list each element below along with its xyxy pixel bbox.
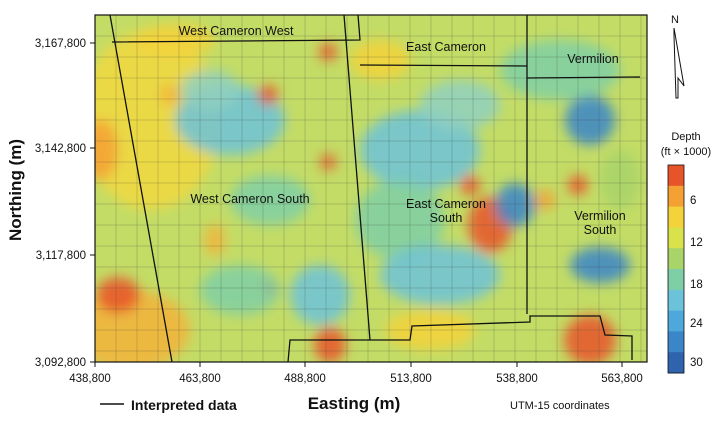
north-arrow-icon bbox=[673, 27, 685, 99]
colorbar-swatch bbox=[668, 310, 684, 332]
x-tick-label: 488,800 bbox=[284, 373, 326, 385]
colorbar-tick-label: 24 bbox=[690, 318, 703, 330]
area-label-west-cameron-south: West Cameron South bbox=[190, 192, 309, 206]
x-tick-label: 538,800 bbox=[496, 373, 538, 385]
y-axis: 3,167,800 3,142,800 3,117,800 3,092,800 … bbox=[6, 38, 95, 369]
y-tick-label: 3,092,800 bbox=[35, 357, 86, 369]
y-tick-label: 3,117,800 bbox=[36, 250, 86, 262]
x-axis: 438,800 463,800 488,800 513,800 538,800 … bbox=[69, 362, 643, 413]
colorbar-tick-label: 30 bbox=[690, 357, 703, 369]
north-arrow: N bbox=[671, 14, 685, 99]
x-tick-label: 513,800 bbox=[390, 373, 432, 385]
lease-block-grid bbox=[95, 15, 647, 362]
colorbar-title-line1: Depth bbox=[671, 131, 700, 143]
area-label-vermilion: Vermilion bbox=[567, 52, 618, 66]
x-axis-title: Easting (m) bbox=[308, 394, 401, 413]
colorbar-swatch bbox=[668, 248, 684, 270]
area-labels: West Cameron West East Cameron Vermilion… bbox=[179, 24, 626, 237]
colorbar-tick-label: 12 bbox=[690, 237, 703, 249]
area-label-west-cameron-west: West Cameron West bbox=[179, 24, 294, 38]
colorbar-swatch bbox=[668, 165, 684, 187]
area-label-east-cameron-south-line1: East Cameron bbox=[406, 197, 486, 211]
north-arrow-label: N bbox=[671, 14, 679, 26]
colorbar-tick-label: 6 bbox=[690, 195, 696, 207]
colorbar-swatch bbox=[668, 227, 684, 249]
colorbar-swatch bbox=[668, 206, 684, 228]
x-tick-label: 563,800 bbox=[601, 373, 643, 385]
y-tick-label: 3,142,800 bbox=[35, 143, 86, 155]
interpreted-area-boundaries bbox=[109, 15, 641, 362]
colorbar-swatch bbox=[668, 289, 684, 312]
colorbar-swatches bbox=[668, 165, 684, 374]
colorbar-swatch bbox=[668, 352, 684, 374]
legend: Interpreted data bbox=[100, 397, 237, 413]
area-label-vermilion-south-line1: Vermilion bbox=[574, 209, 625, 223]
x-tick-marks bbox=[94, 362, 623, 367]
crs-note: UTM-15 coordinates bbox=[510, 400, 610, 412]
colorbar-swatch bbox=[668, 269, 684, 291]
y-axis-title: Northing (m) bbox=[6, 139, 25, 241]
colorbar-title-line2: (ft × 1000) bbox=[661, 146, 711, 158]
y-tick-label: 3,167,800 bbox=[35, 38, 86, 50]
map-frame bbox=[94, 14, 648, 363]
depth-colorbar: Depth (ft × 1000) 6 12 18 24 30 bbox=[661, 131, 711, 374]
depth-map-panel bbox=[94, 14, 648, 363]
colorbar-frame bbox=[667, 164, 685, 374]
area-label-east-cameron: East Cameron bbox=[406, 40, 486, 54]
colorbar-tick-label: 18 bbox=[690, 279, 703, 291]
legend-label: Interpreted data bbox=[131, 397, 237, 413]
x-tick-label: 463,800 bbox=[179, 373, 221, 385]
x-tick-label: 438,800 bbox=[69, 373, 111, 385]
area-label-vermilion-south-line2: South bbox=[584, 223, 617, 237]
colorbar-swatch bbox=[668, 331, 684, 353]
area-label-east-cameron-south-line2: South bbox=[430, 211, 463, 225]
depth-contour-fill bbox=[95, 24, 640, 362]
y-tick-marks bbox=[90, 42, 95, 363]
colorbar-swatch bbox=[668, 185, 684, 208]
